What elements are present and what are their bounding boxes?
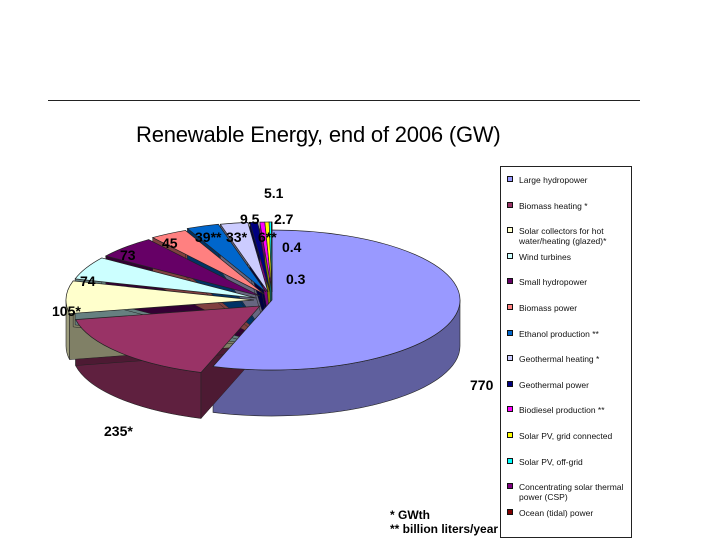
legend-swatch <box>507 304 513 310</box>
legend-swatch <box>507 483 513 490</box>
top-rule <box>48 100 640 101</box>
data-label-1: 235* <box>104 423 133 439</box>
data-label-3: 74 <box>80 273 96 289</box>
legend-swatch <box>507 508 513 515</box>
pie-slice-5 <box>151 230 265 295</box>
legend-swatch <box>507 278 513 285</box>
footnote-gwth: * GWth <box>390 508 430 522</box>
legend-label: Ocean (tidal) power <box>519 507 594 518</box>
legend-swatch <box>507 201 513 208</box>
data-label-2: 105* <box>52 303 81 319</box>
data-label-0: 770 <box>470 377 494 393</box>
legend-swatch <box>507 252 513 259</box>
data-label-9: 6** <box>258 229 277 245</box>
legend-label: Biodiesel production ** <box>519 405 605 416</box>
legend-label: Solar collectors for hot water/heating (… <box>519 226 607 247</box>
legend-swatch <box>507 432 513 438</box>
pie-slice-0 <box>212 229 461 371</box>
legend-swatch <box>507 176 513 182</box>
legend-label: Biomass heating * <box>519 200 588 211</box>
pie-slice-6 <box>186 223 267 293</box>
data-label-7: 33* <box>226 229 248 245</box>
legend-label: Solar PV, grid connected <box>519 431 613 441</box>
data-label-12: 0.4 <box>282 239 302 255</box>
legend-label: Biomass power <box>519 303 578 313</box>
legend-swatch <box>507 406 513 413</box>
pie-slice-2 <box>65 280 255 314</box>
legend-label: Large hydropower <box>519 175 588 185</box>
legend-swatch <box>507 329 513 336</box>
pie-slice-8 <box>249 221 271 293</box>
footnote-billion-liters: ** billion liters/year <box>390 522 499 536</box>
data-label-13: 0.3 <box>286 271 306 287</box>
pie-slice-1 <box>75 305 261 373</box>
data-label-8: 9.5 <box>240 211 260 227</box>
legend-label: Ethanol production ** <box>519 328 599 339</box>
legend-swatch <box>507 227 513 234</box>
legend-label: Solar PV, off-grid <box>519 456 583 467</box>
pie-slice-3 <box>74 257 257 299</box>
footnotes: * GWth ** billion liters/year <box>390 508 498 536</box>
data-label-10: 5.1 <box>264 185 284 201</box>
legend-label: Wind turbines <box>519 251 571 262</box>
chart-legend: Large hydropower Biomass heating * Solar c… <box>500 166 632 538</box>
legend-label: Small hydropower <box>519 277 588 288</box>
legend-label: Concentrating solar thermal power (CSP) <box>519 482 624 503</box>
legend-swatch <box>507 457 513 464</box>
data-label-4: 73 <box>120 247 136 263</box>
data-label-5: 45 <box>162 235 178 251</box>
data-label-11: 2.7 <box>274 211 294 227</box>
legend-swatch <box>507 355 513 362</box>
data-label-6: 39** <box>195 229 222 245</box>
legend-label: Geothermal power <box>519 379 589 390</box>
chart-title: Renewable Energy, end of 2006 (GW) <box>136 122 501 147</box>
pie-slice-4 <box>104 239 261 297</box>
pie-slice-7 <box>219 222 269 293</box>
legend-label: Geothermal heating * <box>519 354 600 365</box>
legend-swatch <box>507 380 513 387</box>
